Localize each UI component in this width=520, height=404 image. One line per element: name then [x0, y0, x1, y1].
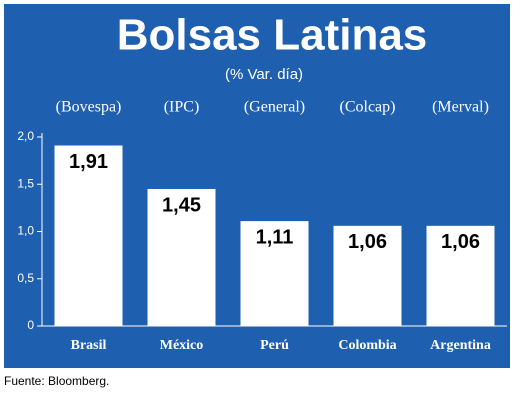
bar — [426, 225, 495, 326]
bar — [240, 221, 309, 326]
y-tick-label: 0 — [27, 318, 34, 332]
y-tick-label: 0,5 — [17, 271, 34, 285]
chart-title: Bolsas Latinas — [117, 11, 428, 60]
value-label: 1,11 — [256, 226, 294, 248]
index-name: (Merval) — [432, 99, 489, 116]
bar — [333, 225, 402, 326]
y-tick-label: 2,0 — [17, 129, 34, 143]
bar — [54, 145, 123, 326]
value-label: 1,06 — [348, 231, 387, 253]
x-tick-label: Colombia — [338, 338, 396, 353]
index-name: (General) — [244, 99, 305, 116]
chart-subtitle: (% Var. día) — [225, 66, 303, 83]
value-label: 1,45 — [162, 194, 201, 216]
source-note: Fuente: Bloomberg. — [4, 374, 109, 388]
value-label: 1,06 — [441, 231, 480, 253]
y-tick-label: 1,0 — [17, 224, 34, 238]
bar — [147, 188, 216, 326]
x-tick-label: Argentina — [430, 338, 491, 353]
index-name: (Colcap) — [340, 99, 396, 116]
y-tick-label: 1,5 — [17, 176, 34, 190]
x-tick-label: Brasil — [71, 338, 107, 353]
index-name: (IPC) — [164, 99, 200, 116]
value-label: 1,91 — [69, 151, 108, 173]
index-name: (Bovespa) — [56, 99, 122, 116]
x-tick-label: Perú — [260, 338, 289, 353]
x-tick-label: México — [160, 338, 204, 353]
